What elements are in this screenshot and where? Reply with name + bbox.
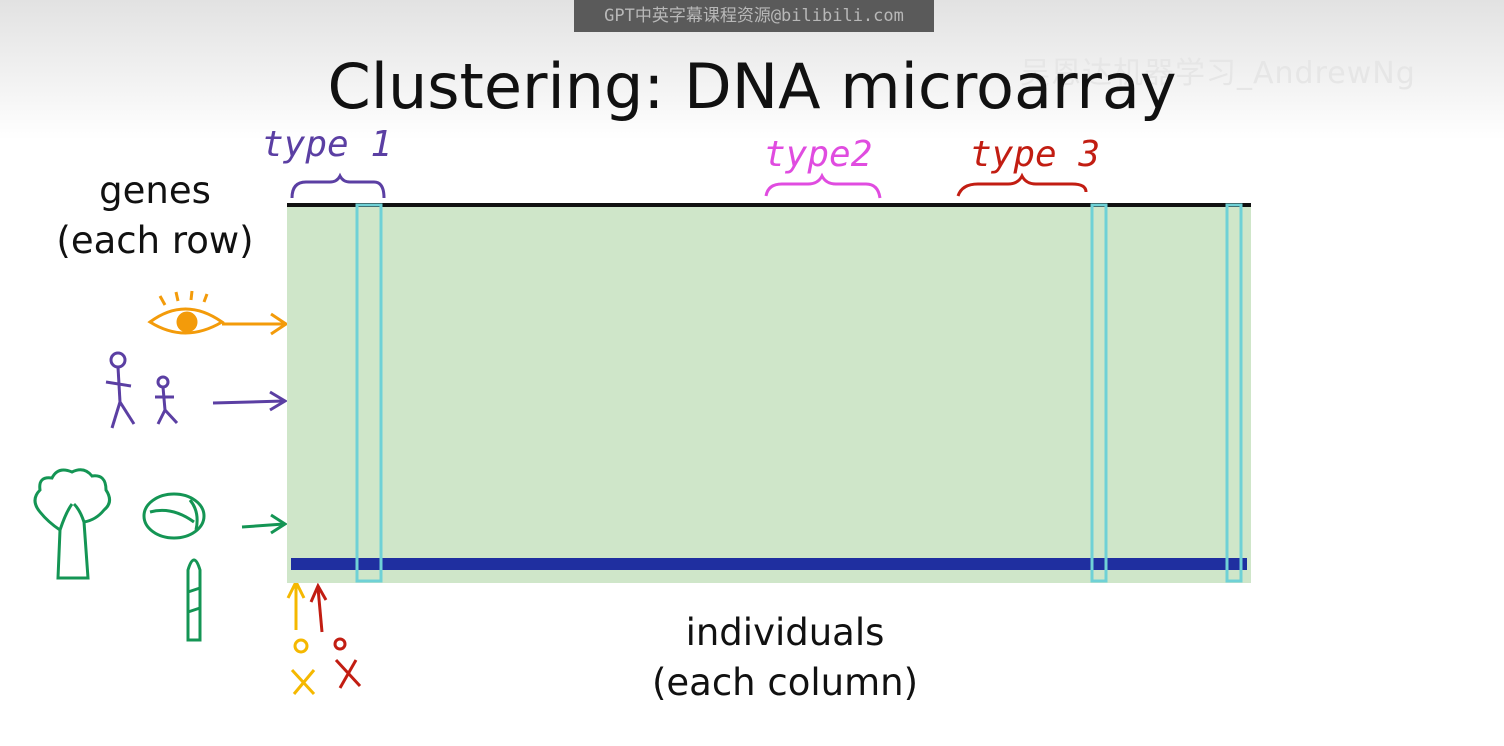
heatmap-frame [287,203,1251,583]
highlighted-column [355,203,383,583]
individuals-label: individuals (each column) [600,608,970,708]
type-2-brace [764,172,882,199]
annotation-type-3: type 3 [970,134,1101,175]
channel-watermark: 吴恩达机器学习_AndrewNg [1020,56,1416,91]
stick-figure-icon [105,351,179,429]
slide-title: Clustering: DNA microarray [327,50,1177,123]
individuals-label-line2: (each column) [651,661,919,704]
vegetables-arrow [241,513,288,535]
video-watermark: GPT中英字幕课程资源@bilibili.com [574,0,934,32]
genes-label: genes (each row) [30,166,280,266]
annotation-type-1: type 1 [262,124,393,165]
microarray-heatmap [287,203,1251,583]
genes-label-line2: (each row) [56,219,254,262]
highlighted-column [1225,203,1243,583]
people-arrow [212,390,288,412]
asparagus-icon [186,558,202,642]
individual-marker-strip [291,558,1247,570]
cabbage-icon [142,492,206,540]
stick-figure-icon [286,578,316,696]
annotation-type-2: type2 [764,134,873,175]
type-1-brace [290,172,386,199]
highlighted-column [1090,203,1108,583]
broccoli-icon [33,468,111,580]
eye-arrow [222,312,289,336]
heatmap-top-border [287,203,1251,207]
eye-icon [147,290,225,335]
type-3-brace [956,172,1088,197]
individuals-label-line1: individuals [685,611,885,654]
stick-figure-icon [309,582,362,689]
genes-label-line1: genes [99,169,211,212]
